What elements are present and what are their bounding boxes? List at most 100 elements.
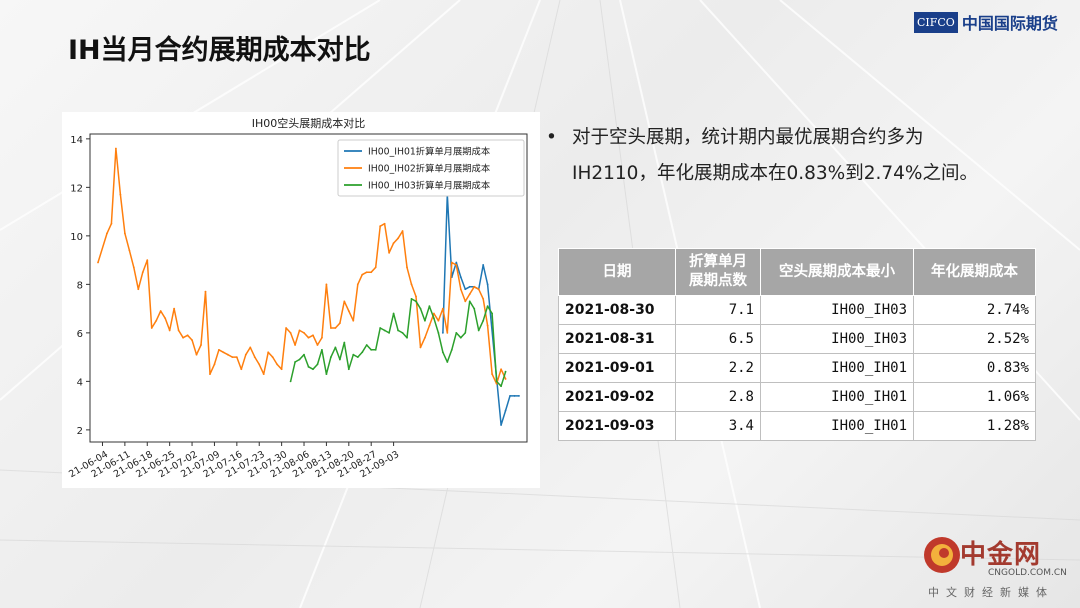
series-line-3 (289, 298, 507, 387)
series-2-point (361, 273, 364, 276)
series-2-point (280, 368, 283, 371)
series-3-point (406, 336, 408, 339)
series-2-point (226, 353, 229, 356)
cell-contract: IH00_IH03 (760, 295, 914, 325)
series-3-point (321, 348, 323, 351)
header-points-line2: 展期点数 (689, 273, 747, 289)
series-2-point (294, 344, 296, 346)
series-2-point (298, 329, 301, 332)
series-2-point (141, 271, 144, 274)
series-2-point (253, 356, 256, 359)
watermark-url: CNGOLD.COM.CN (988, 568, 1067, 578)
series-2-point (262, 373, 265, 375)
series-3-point (312, 368, 314, 371)
y-tick-label: 8 (77, 280, 83, 291)
series-2-point (343, 300, 346, 303)
series-2-point (464, 300, 467, 303)
series-3-point (415, 300, 417, 303)
logo-text: 中国国际期货 (961, 14, 1058, 33)
bullet-point: • 对于空头展期，统计期内最优展期合约多为 IH2110，年化展期成本在0.83… (546, 120, 1046, 192)
series-2-point (182, 336, 184, 339)
series-2-point (325, 283, 328, 286)
series-3-point (441, 351, 444, 354)
series-2-point (235, 356, 238, 359)
series-2-point (406, 266, 408, 269)
series-1-point (509, 395, 511, 397)
series-2-point (312, 334, 314, 337)
series-1-point (455, 261, 458, 264)
series-2-point (191, 339, 193, 342)
series-2-point (150, 327, 153, 329)
series-2-point (388, 251, 391, 254)
series-2-point (132, 266, 135, 269)
cell-contract: IH00_IH01 (760, 382, 914, 412)
header-contract: 空头展期成本最小 (760, 248, 914, 296)
series-2-point (231, 356, 234, 359)
cell-annual: 2.52% (913, 324, 1036, 354)
series-1-point (504, 409, 507, 412)
series-3-point (419, 307, 422, 310)
series-2-point (486, 324, 489, 327)
series-3-point (464, 331, 467, 334)
series-2-point (137, 288, 140, 291)
series-3-point (289, 380, 292, 383)
cell-points: 7.1 (675, 295, 761, 325)
cell-date: 2021-08-30 (558, 295, 676, 325)
series-2-point (415, 295, 417, 298)
series-2-point (168, 329, 171, 332)
series-3-point (379, 327, 382, 329)
series-2-point (352, 319, 355, 322)
cell-date: 2021-08-31 (558, 324, 676, 354)
series-3-point (397, 329, 399, 332)
series-3-point (374, 348, 377, 351)
line-chart: IH00空头展期成本对比246810121421-06-0421-06-1121… (67, 116, 528, 480)
series-2-point (123, 232, 126, 235)
series-2-point (285, 327, 288, 329)
series-2-point (468, 293, 471, 295)
series-2-point (106, 232, 108, 235)
cell-points: 2.8 (675, 382, 761, 412)
cell-points: 3.4 (675, 411, 761, 441)
cell-date: 2021-09-02 (558, 382, 676, 412)
series-2-point (401, 230, 404, 232)
series-3-point (392, 312, 395, 315)
series-2-point (441, 307, 444, 310)
series-2-point (334, 327, 337, 329)
series-2-point (491, 373, 494, 375)
cell-contract: IH00_IH03 (760, 324, 914, 354)
series-3-point (338, 358, 341, 361)
y-tick-label: 6 (77, 329, 83, 340)
series-3-point (486, 305, 489, 308)
series-2-point (482, 298, 485, 300)
series-2-point (307, 336, 310, 339)
series-1-point (486, 283, 489, 286)
series-1-point (441, 331, 444, 334)
cell-date: 2021-09-01 (558, 353, 676, 383)
series-2-point (267, 351, 270, 354)
series-2-point (173, 307, 176, 310)
y-tick-label: 14 (70, 135, 83, 146)
series-2-point (115, 147, 117, 150)
series-3-point (433, 317, 435, 320)
series-2-point (347, 310, 350, 312)
series-2-point (365, 271, 368, 274)
series-1-point (513, 395, 516, 397)
table-header-row: 日期 折算单月 展期点数 空头展期成本最小 年化展期成本 (558, 248, 1036, 296)
series-2-point (410, 283, 413, 286)
series-3-point (361, 351, 364, 354)
series-3-point (450, 348, 453, 351)
series-2-point (97, 261, 99, 264)
series-2-point (303, 331, 305, 334)
series-3-point (500, 385, 502, 388)
series-2-point (258, 363, 261, 366)
series-2-point (155, 319, 158, 322)
series-2-point (356, 283, 359, 286)
table-row: 2021-09-02 2.8 IH00_IH01 1.06% (558, 382, 1036, 412)
series-2-point (338, 322, 341, 325)
cell-contract: IH00_IH01 (760, 353, 914, 383)
series-1-point (482, 264, 485, 266)
series-1-point (518, 395, 520, 397)
series-2-point (495, 382, 498, 385)
series-3-point (491, 312, 494, 315)
series-3-point (455, 331, 458, 334)
